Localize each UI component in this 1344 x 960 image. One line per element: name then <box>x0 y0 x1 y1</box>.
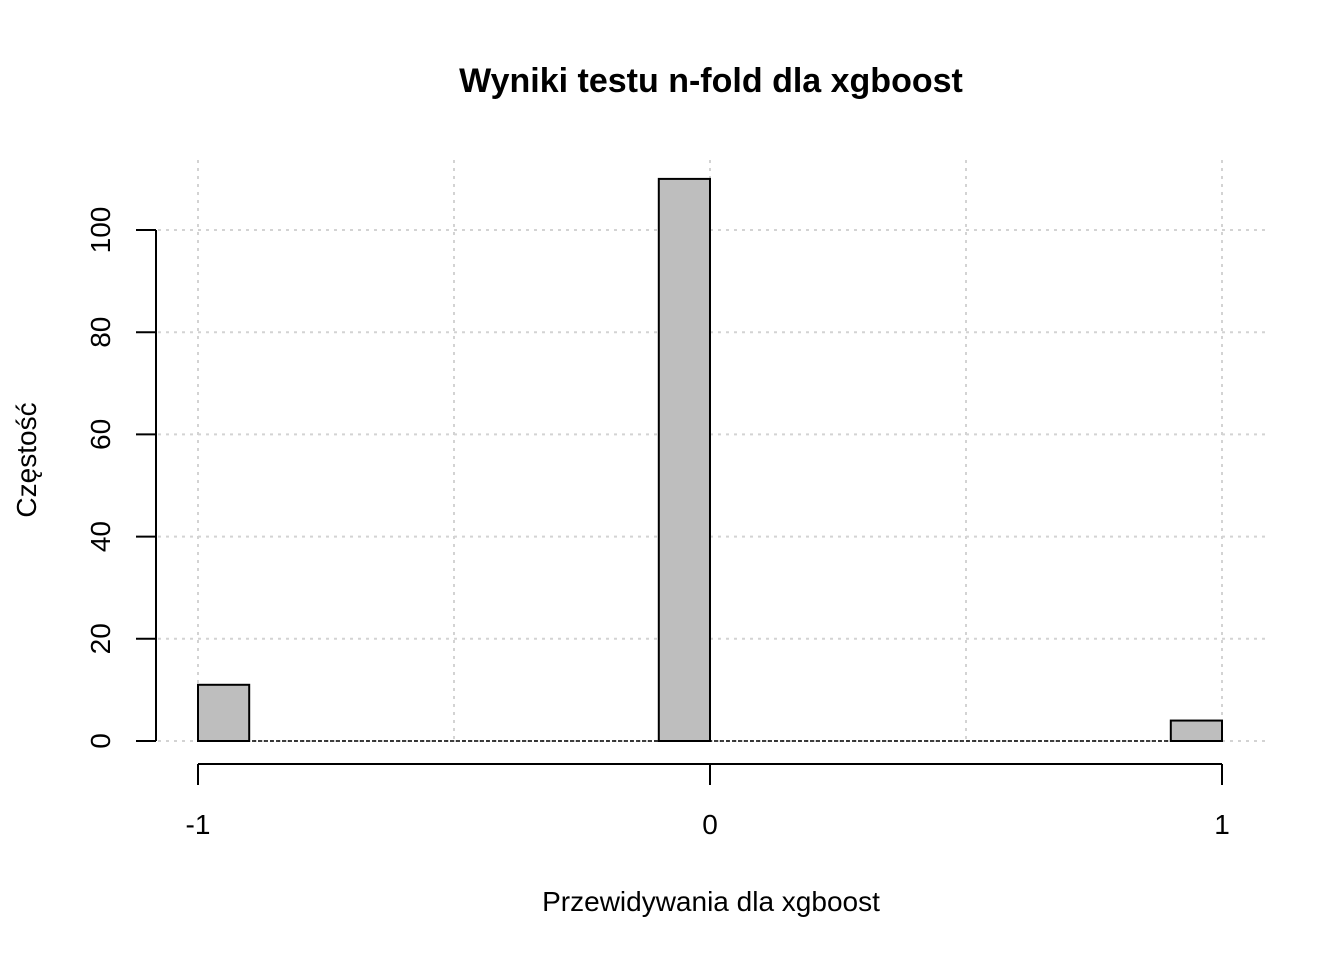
y-tick-label: 100 <box>85 207 116 254</box>
y-tick-label: 80 <box>85 317 116 348</box>
x-tick-label: -1 <box>186 809 211 840</box>
bars <box>197 177 1224 742</box>
chart-title: Wyniki testu n-fold dla xgboost <box>459 62 963 100</box>
x-tick-label: 0 <box>702 809 718 840</box>
y-tick-label: 20 <box>85 623 116 654</box>
histogram-bar-2 <box>1169 719 1224 742</box>
histogram-bar-1 <box>657 177 711 742</box>
x-tick-label: 1 <box>1214 809 1230 840</box>
y-axis-label: Częstość <box>11 402 42 517</box>
histogram-bar-0 <box>197 683 251 742</box>
x-axis-label: Przewidywania dla xgboost <box>542 886 880 917</box>
y-tick-label: 40 <box>85 521 116 552</box>
grid <box>158 160 1265 742</box>
y-tick-label: 0 <box>85 733 116 749</box>
y-tick-label: 60 <box>85 419 116 450</box>
